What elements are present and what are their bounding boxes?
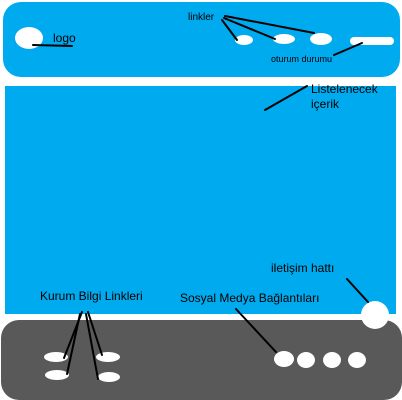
corporate-link-3[interactable] — [96, 352, 120, 362]
nav-link-3[interactable] — [310, 33, 332, 45]
content-label: Listelenecek içerik — [311, 82, 378, 112]
social-link-4[interactable] — [348, 352, 366, 368]
corporate-links-label: Kurum Bilgi Linkleri — [40, 289, 143, 303]
social-link-2[interactable] — [297, 352, 315, 368]
nav-link-2[interactable] — [273, 34, 295, 44]
content-label-line-2: içerik — [311, 97, 340, 111]
sosyal-pointer — [235, 308, 277, 353]
nav-link-1[interactable] — [235, 35, 253, 45]
kurum-pointer-2 — [66, 313, 81, 375]
corporate-link-4[interactable] — [98, 372, 120, 382]
header-region — [3, 2, 400, 77]
corporate-link-1[interactable] — [44, 352, 68, 362]
kurum-pointer-4 — [85, 313, 99, 380]
corporate-link-2[interactable] — [45, 370, 69, 380]
social-link-3[interactable] — [323, 352, 341, 368]
contact-hotline-circle[interactable] — [361, 301, 389, 329]
contact-hotline-label: iletişim hattı — [271, 261, 335, 275]
logo-label: logo — [53, 31, 76, 45]
content-region — [5, 86, 396, 314]
oturum-pointer — [333, 42, 363, 56]
session-status-label: oturum durumu — [271, 54, 333, 64]
iletisim-pointer — [346, 278, 369, 303]
linkler-pointer-3 — [224, 15, 315, 34]
linkler-pointer-2 — [223, 17, 276, 40]
linkler-pointer-1 — [221, 19, 238, 41]
liste-pointer — [264, 85, 308, 111]
social-link-1[interactable] — [274, 351, 294, 367]
logo-pointer — [32, 44, 73, 47]
links-label: linkler — [188, 12, 215, 23]
social-links-label: Sosyal Medya Bağlantıları — [180, 291, 320, 305]
logo-placeholder — [15, 27, 43, 49]
content-label-line-1: Listelenecek — [311, 82, 378, 96]
kurum-pointer-3 — [87, 311, 103, 356]
session-status-box — [350, 37, 394, 45]
